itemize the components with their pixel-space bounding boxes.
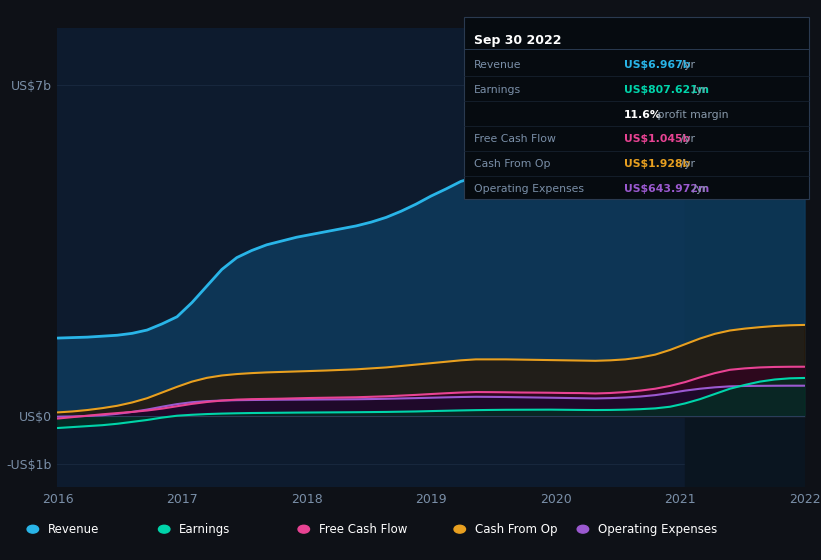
Text: /yr: /yr xyxy=(677,134,695,144)
Text: 11.6%: 11.6% xyxy=(624,110,662,120)
Text: Cash From Op: Cash From Op xyxy=(475,522,557,536)
Text: US$6.967b: US$6.967b xyxy=(624,60,690,70)
Text: US$1.928b: US$1.928b xyxy=(624,160,690,170)
Text: /yr: /yr xyxy=(677,160,695,170)
Text: US$807.621m: US$807.621m xyxy=(624,85,709,95)
Text: /yr: /yr xyxy=(689,85,707,95)
Text: Sep 30 2022: Sep 30 2022 xyxy=(474,34,562,46)
Text: Operating Expenses: Operating Expenses xyxy=(598,522,717,536)
Text: US$1.045b: US$1.045b xyxy=(624,134,690,144)
Text: Free Cash Flow: Free Cash Flow xyxy=(319,522,407,536)
Bar xyxy=(685,28,805,487)
Text: US$643.972m: US$643.972m xyxy=(624,184,709,194)
Text: Cash From Op: Cash From Op xyxy=(474,160,550,170)
Text: Operating Expenses: Operating Expenses xyxy=(474,184,584,194)
Text: Earnings: Earnings xyxy=(474,85,521,95)
Text: /yr: /yr xyxy=(689,184,707,194)
Text: Free Cash Flow: Free Cash Flow xyxy=(474,134,556,144)
Text: Earnings: Earnings xyxy=(179,522,231,536)
Text: /yr: /yr xyxy=(677,60,695,70)
Text: Revenue: Revenue xyxy=(48,522,99,536)
Text: Revenue: Revenue xyxy=(474,60,521,70)
Text: profit margin: profit margin xyxy=(654,110,728,120)
